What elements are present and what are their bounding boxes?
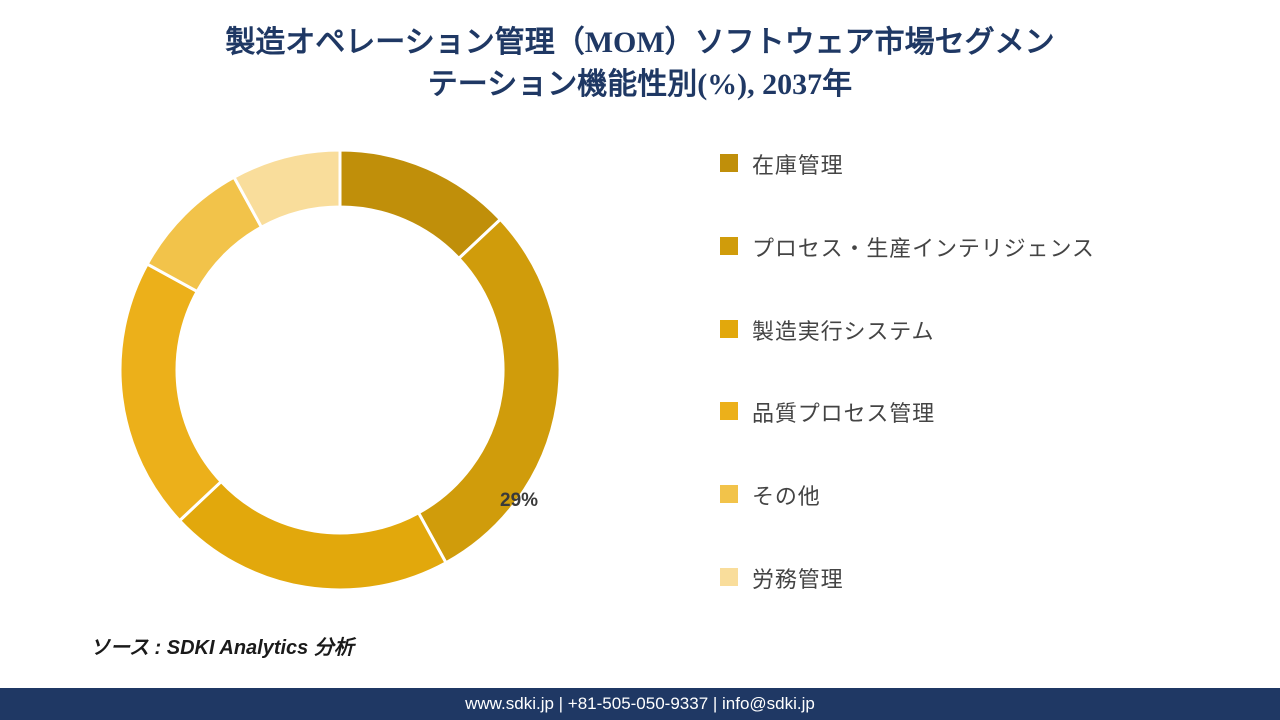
footer-text: www.sdki.jp | +81-505-050-9337 | info@sd… (465, 694, 815, 713)
donut-slice-3 (120, 264, 221, 521)
source-text: ソース : SDKI Analytics 分析 (90, 631, 354, 660)
legend-item-1: プロセス・生産インテリジェンス (720, 223, 1200, 276)
title-line1: 製造オペレーション管理（MOM）ソフトウェア市場セグメン (0, 22, 1280, 64)
legend-label-3: 品質プロセス管理 (752, 388, 935, 441)
donut-slice-2 (180, 482, 446, 590)
legend-label-4: その他 (752, 471, 821, 524)
legend-label-2: 製造実行システム (752, 306, 934, 359)
legend-label-1: プロセス・生産インテリジェンス (752, 223, 1095, 276)
legend-swatch-2 (720, 320, 738, 338)
legend: 在庫管理プロセス・生産インテリジェンス製造実行システム品質プロセス管理その他労務… (720, 140, 1200, 607)
legend-item-0: 在庫管理 (720, 140, 1200, 193)
legend-item-2: 製造実行システム (720, 306, 1200, 359)
legend-swatch-5 (720, 568, 738, 586)
donut-svg (110, 140, 570, 600)
legend-item-4: その他 (720, 471, 1200, 524)
legend-swatch-3 (720, 402, 738, 420)
slice-label-1: 29% (500, 490, 538, 512)
page-title: 製造オペレーション管理（MOM）ソフトウェア市場セグメン テーション機能性別(%… (0, 22, 1280, 106)
legend-label-5: 労務管理 (752, 554, 844, 607)
legend-swatch-0 (720, 154, 738, 172)
legend-label-0: 在庫管理 (752, 140, 844, 193)
legend-swatch-4 (720, 485, 738, 503)
donut-chart: 29% (110, 140, 570, 600)
footer-bar: www.sdki.jp | +81-505-050-9337 | info@sd… (0, 688, 1280, 720)
legend-item-5: 労務管理 (720, 554, 1200, 607)
donut-slice-1 (419, 219, 560, 562)
page-root: 製造オペレーション管理（MOM）ソフトウェア市場セグメン テーション機能性別(%… (0, 0, 1280, 720)
title-line2: テーション機能性別(%), 2037年 (0, 64, 1280, 106)
legend-swatch-1 (720, 237, 738, 255)
legend-item-3: 品質プロセス管理 (720, 388, 1200, 441)
